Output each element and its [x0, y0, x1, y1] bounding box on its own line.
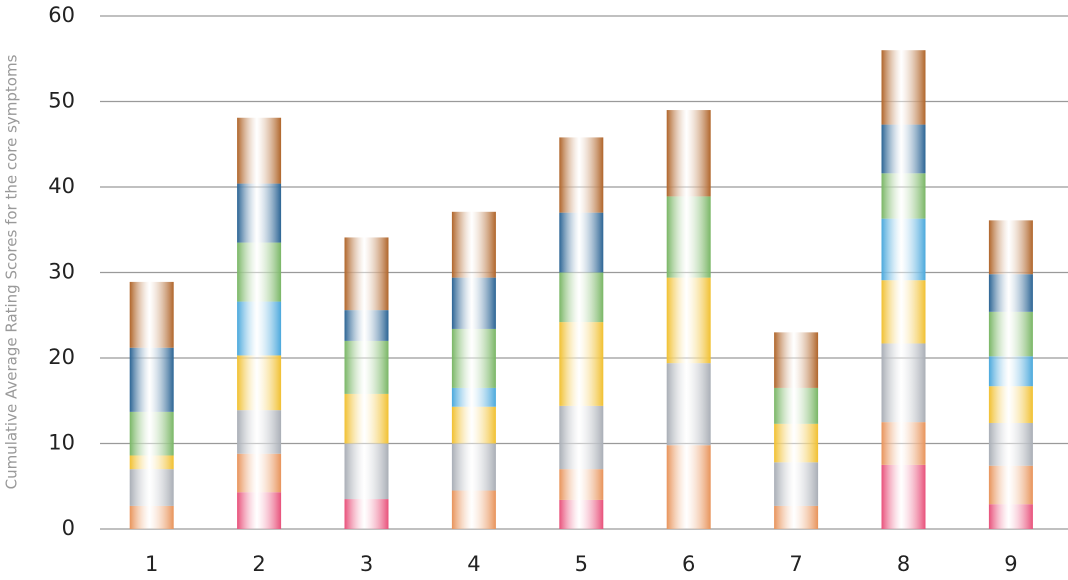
bar-segment	[881, 50, 926, 125]
bar-segment	[881, 280, 926, 344]
y-tick-label: 60	[48, 3, 75, 27]
x-tick-label: 2	[252, 552, 265, 576]
bar-segment	[774, 462, 819, 506]
bar-segment	[451, 211, 496, 278]
bar-segment	[988, 465, 1033, 505]
y-tick-label: 50	[48, 89, 75, 113]
bar-segment	[344, 499, 389, 529]
x-tick-label: 6	[682, 552, 695, 576]
bar-segment	[666, 445, 711, 529]
bar-segment	[774, 332, 819, 388]
bar-segment	[774, 423, 819, 463]
bar-segment	[988, 220, 1033, 275]
bar-segment	[451, 443, 496, 491]
bar-segment	[344, 443, 389, 500]
y-tick-label: 20	[48, 345, 75, 369]
bar-segment	[988, 386, 1033, 423]
y-axis-label: Cumulative Average Rating Scores for the…	[3, 54, 21, 489]
bar-segment	[559, 272, 604, 323]
bar-segment	[237, 183, 282, 243]
bar-segment	[451, 406, 496, 444]
bar-segment	[344, 237, 389, 311]
bar-segment	[988, 311, 1033, 357]
x-tick-label: 3	[360, 552, 373, 576]
bar-segment	[666, 196, 711, 278]
bar-segment	[451, 277, 496, 329]
bar-segment	[129, 455, 174, 470]
y-tick-label: 30	[48, 260, 75, 284]
bar-segment	[344, 340, 389, 394]
bar-segment	[237, 301, 282, 356]
bar-segment	[129, 347, 174, 412]
bar-segment	[129, 469, 174, 506]
bar-segment	[237, 242, 282, 302]
bar-segment	[881, 124, 926, 174]
bar-segment	[237, 410, 282, 454]
x-tick-label: 5	[575, 552, 588, 576]
x-tick-label: 9	[1004, 552, 1017, 576]
bar-segment	[881, 218, 926, 281]
bar-segment	[237, 492, 282, 529]
bar-segment	[451, 490, 496, 529]
bar-segment	[881, 422, 926, 465]
bar-segment	[237, 117, 282, 184]
bar-segment	[988, 422, 1033, 466]
bar-segment	[344, 393, 389, 444]
x-tick-label: 8	[897, 552, 910, 576]
y-tick-label: 40	[48, 174, 75, 198]
bar-segment	[881, 343, 926, 423]
bar-segment	[774, 387, 819, 424]
bar-segment	[129, 411, 174, 456]
bar-segment	[881, 173, 926, 219]
bar-segment	[988, 504, 1033, 529]
bar-segment	[559, 322, 604, 406]
bar-segment	[666, 110, 711, 197]
bar-segment	[666, 363, 711, 446]
bar-segment	[988, 356, 1033, 387]
bar-segment	[559, 405, 604, 470]
x-tick-label: 1	[145, 552, 158, 576]
bar-segment	[988, 274, 1033, 312]
bar-segment	[237, 355, 282, 411]
bar-segment	[559, 212, 604, 273]
bar-segment	[774, 505, 819, 529]
bar-segment	[451, 328, 496, 388]
x-tick-label: 4	[467, 552, 480, 576]
bar-segment	[559, 499, 604, 529]
bar-segment	[666, 277, 711, 364]
bar-segment	[559, 469, 604, 500]
bar-segment	[559, 137, 604, 213]
x-tick-label: 7	[789, 552, 802, 576]
bar-segment	[129, 505, 174, 529]
bar-segment	[344, 310, 389, 341]
y-tick-label: 10	[48, 431, 75, 455]
bar-segment	[237, 453, 282, 493]
y-tick-label: 0	[62, 516, 75, 540]
bar-segment	[129, 281, 174, 348]
bar-segment	[451, 387, 496, 407]
bar-segment	[881, 464, 926, 529]
